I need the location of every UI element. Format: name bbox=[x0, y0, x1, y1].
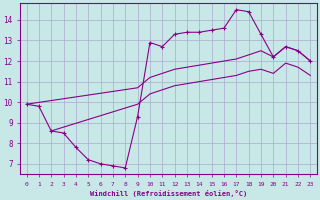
X-axis label: Windchill (Refroidissement éolien,°C): Windchill (Refroidissement éolien,°C) bbox=[90, 190, 247, 197]
